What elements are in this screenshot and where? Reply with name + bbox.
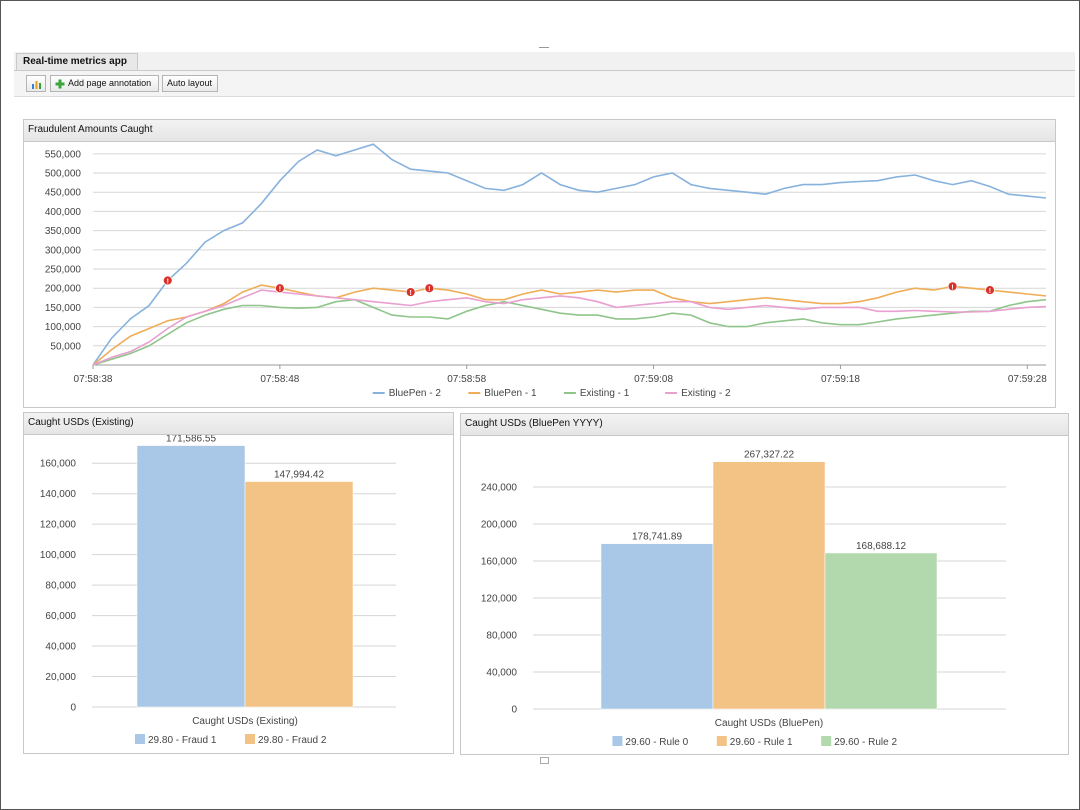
legend-label: BluePen - 2 <box>389 388 442 399</box>
y-tick-label: 0 <box>511 705 517 716</box>
bar-chart-icon <box>31 80 41 89</box>
y-tick-label: 80,000 <box>45 581 76 592</box>
x-tick-label: 07:59:18 <box>821 374 860 385</box>
y-tick-label: 550,000 <box>45 149 82 160</box>
bar-chart-bluepen-title: Caught USDs (BluePen YYYY) <box>461 414 1068 436</box>
y-tick-label: 150,000 <box>45 303 82 314</box>
app-tab-bar: Real-time metrics app <box>14 52 1075 71</box>
series-line <box>92 284 1047 366</box>
alert-marker-icon <box>424 283 435 294</box>
line-chart-panel: Fraudulent Amounts Caught 50,000 100,000 1… <box>23 119 1056 408</box>
bar-chart-bluepen: 0 40,000 80,000 120,000 160,000 200,000 240,00… <box>481 450 1006 748</box>
legend-label: 29.80 - Fraud 1 <box>148 735 217 746</box>
alert-marker-icon <box>162 275 173 286</box>
bar <box>136 445 246 708</box>
y-tick-label: 160,000 <box>481 557 518 568</box>
bar-chart-bluepen-panel: Caught USDs (BluePen YYYY) 0 40,000 80,000… <box>460 413 1069 755</box>
y-tick-label: 40,000 <box>45 642 76 653</box>
bar-chart-existing: 0 20,000 40,000 60,000 80,000 100,000 120,000 1… <box>40 435 396 746</box>
y-tick-label: 0 <box>70 703 76 714</box>
y-tick-label: 60,000 <box>45 611 76 622</box>
alert-marker-glyph: ! <box>989 288 991 295</box>
legend-label: 29.60 - Rule 2 <box>834 737 897 748</box>
y-tick-label: 300,000 <box>45 245 82 256</box>
splitter-handle-bottom[interactable] <box>540 757 549 764</box>
y-tick-label: 80,000 <box>486 631 517 642</box>
y-tick-label: 140,000 <box>40 489 77 500</box>
bar-data-label: 178,741.89 <box>632 532 682 543</box>
splitter-handle-top[interactable] <box>539 47 549 48</box>
plus-icon <box>55 79 65 88</box>
bar-data-label: 168,688.12 <box>856 541 906 552</box>
auto-layout-button[interactable]: Auto layout <box>162 75 218 92</box>
legend-label: 29.60 - Rule 1 <box>730 737 793 748</box>
y-tick-label: 100,000 <box>45 322 82 333</box>
x-tick-label: 07:58:58 <box>447 374 486 385</box>
legend-label: 29.80 - Fraud 2 <box>258 735 327 746</box>
x-axis-label: Caught USDs (Existing) <box>192 716 298 727</box>
legend-swatch <box>245 734 255 744</box>
alert-marker-glyph: ! <box>279 286 281 293</box>
add-page-annotation-button[interactable]: Add page annotation <box>50 75 159 92</box>
y-tick-label: 20,000 <box>45 672 76 683</box>
y-tick-label: 50,000 <box>50 341 81 352</box>
y-tick-label: 350,000 <box>45 226 82 237</box>
add-page-annotation-label: Add page annotation <box>68 78 152 88</box>
bar <box>712 461 826 710</box>
x-tick-label: 07:59:08 <box>634 374 673 385</box>
y-tick-label: 120,000 <box>40 520 77 531</box>
x-tick-label: 07:58:48 <box>260 374 299 385</box>
toolbar: Add page annotation Auto layout <box>14 71 1075 97</box>
legend-label: 29.60 - Rule 0 <box>625 737 688 748</box>
alert-marker-glyph: ! <box>167 279 169 286</box>
y-tick-label: 500,000 <box>45 169 82 180</box>
y-tick-label: 200,000 <box>481 520 518 531</box>
line-chart: 50,000 100,000 150,000 200,000 250,000 300,00… <box>45 143 1047 399</box>
chart-type-button[interactable] <box>26 75 46 92</box>
x-tick-label: 07:58:38 <box>74 374 113 385</box>
alert-marker-glyph: ! <box>951 284 953 291</box>
bar-data-label: 147,994.42 <box>274 470 324 481</box>
alert-marker-glyph: ! <box>428 286 430 293</box>
legend-label: Existing - 1 <box>580 388 630 399</box>
x-tick-label: 07:59:28 <box>1008 374 1047 385</box>
y-tick-label: 120,000 <box>481 594 518 605</box>
line-chart-title: Fraudulent Amounts Caught <box>24 120 1055 142</box>
bar <box>600 543 714 710</box>
legend-swatch <box>135 734 145 744</box>
alert-marker-icon <box>985 285 995 296</box>
bar <box>244 481 354 708</box>
legend-swatch <box>716 736 727 746</box>
alert-marker-icon <box>405 287 416 297</box>
y-tick-label: 40,000 <box>486 668 517 679</box>
series-line <box>92 289 1047 366</box>
bar <box>824 552 938 710</box>
alert-marker-icon <box>274 283 285 294</box>
y-tick-label: 160,000 <box>40 459 77 470</box>
y-tick-label: 240,000 <box>481 483 518 494</box>
y-tick-label: 400,000 <box>45 207 82 218</box>
y-tick-label: 200,000 <box>45 284 82 295</box>
auto-layout-label: Auto layout <box>167 78 213 88</box>
series-line <box>92 143 1047 366</box>
legend-label: Existing - 2 <box>681 388 731 399</box>
y-tick-label: 250,000 <box>45 265 82 276</box>
alert-marker-glyph: ! <box>409 290 411 297</box>
legend-swatch <box>821 736 832 746</box>
bar-data-label: 171,586.55 <box>166 435 216 445</box>
series-line <box>92 298 1047 366</box>
y-tick-label: 100,000 <box>40 550 77 561</box>
x-axis-label: Caught USDs (BluePen) <box>715 718 823 729</box>
y-tick-label: 450,000 <box>45 188 82 199</box>
bar-data-label: 267,327.22 <box>744 450 794 461</box>
bar-chart-existing-panel: Caught USDs (Existing) 0 20,000 40,000 60,0… <box>23 412 454 754</box>
app-tab[interactable]: Real-time metrics app <box>16 53 138 70</box>
alert-marker-icon <box>947 281 958 292</box>
bar-chart-existing-title: Caught USDs (Existing) <box>24 413 453 435</box>
legend-swatch <box>612 736 623 746</box>
legend-label: BluePen - 1 <box>484 388 537 399</box>
